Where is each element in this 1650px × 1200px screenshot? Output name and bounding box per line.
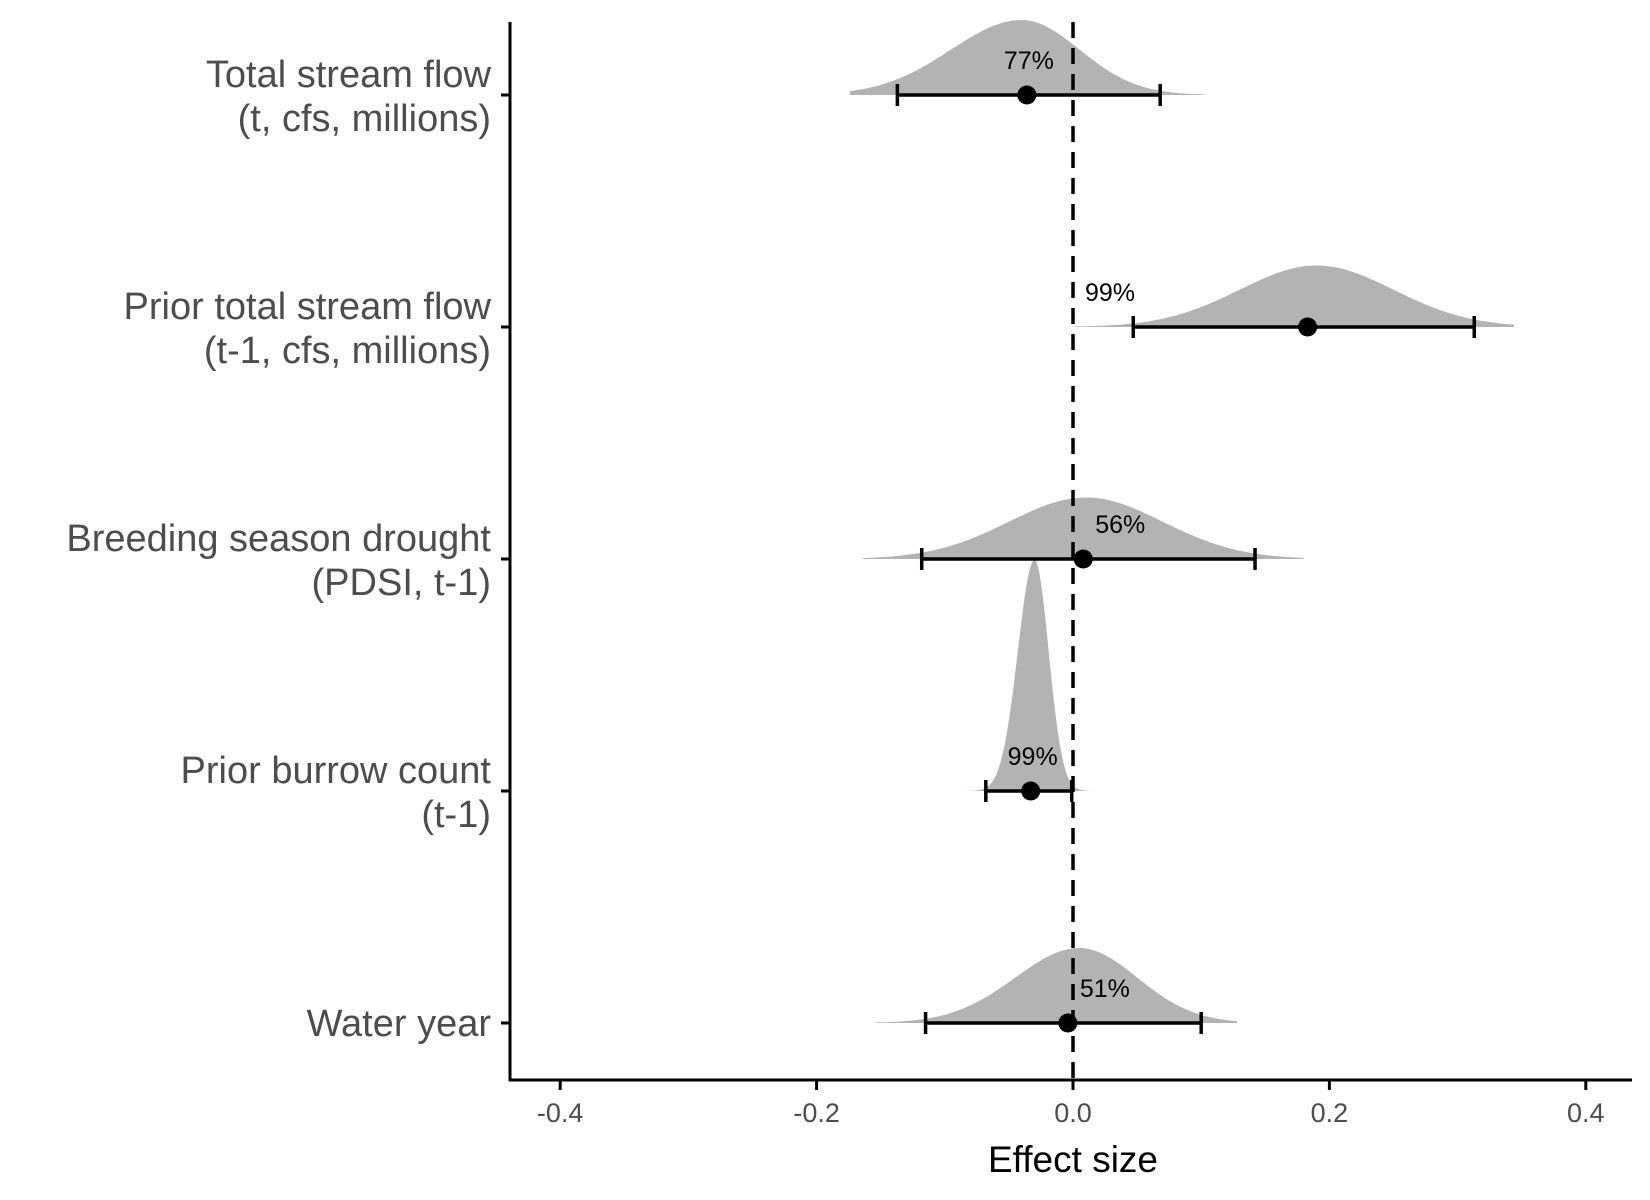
y-category-label: (PDSI, t-1) — [312, 562, 491, 604]
density-layer — [849, 20, 1514, 1023]
y-category-label: (t, cfs, millions) — [238, 98, 491, 140]
point-estimate — [1017, 85, 1037, 105]
point-estimate — [1073, 549, 1093, 569]
y-category-label: Breeding season drought — [66, 518, 491, 560]
probability-label: 77% — [1004, 47, 1054, 75]
density-shape — [862, 497, 1304, 559]
probability-label: 56% — [1095, 511, 1145, 539]
y-category-label: (t-1) — [421, 794, 491, 836]
y-category-label: Water year — [307, 1003, 492, 1045]
density-shape — [951, 560, 1094, 791]
probability-label: 51% — [1080, 975, 1130, 1003]
density-shape — [849, 20, 1205, 95]
x-axis-title: Effect size — [988, 1139, 1158, 1180]
interval-layer: 77% 99% 56% 99% 51% — [895, 47, 1477, 1034]
axes-layer — [508, 22, 1632, 1082]
x-tick-label: -0.4 — [537, 1098, 584, 1128]
density-shape — [874, 948, 1238, 1023]
point-estimate — [1021, 781, 1041, 801]
y-category-label: Total stream flow — [206, 54, 492, 96]
point-estimate — [1058, 1013, 1078, 1033]
y-category-label: Prior total stream flow — [124, 286, 492, 328]
y-category-label: (t-1, cfs, millions) — [204, 330, 491, 372]
x-tick-label: 0.2 — [1311, 1098, 1349, 1128]
x-tick-label: -0.2 — [793, 1098, 840, 1128]
y-category-label: Prior burrow count — [181, 750, 492, 792]
x-tick-label: 0.0 — [1054, 1098, 1092, 1128]
density-shape — [1073, 265, 1514, 327]
point-estimate — [1298, 317, 1318, 337]
y-axis-ticks: Total stream flow(t, cfs, millions) Prior… — [66, 54, 510, 1045]
probability-label: 99% — [1085, 279, 1135, 307]
x-tick-label: 0.4 — [1567, 1098, 1605, 1128]
x-axis-ticks: -0.4 -0.2 0.0 0.2 0.4 — [537, 1080, 1605, 1128]
probability-label: 99% — [1008, 743, 1058, 771]
